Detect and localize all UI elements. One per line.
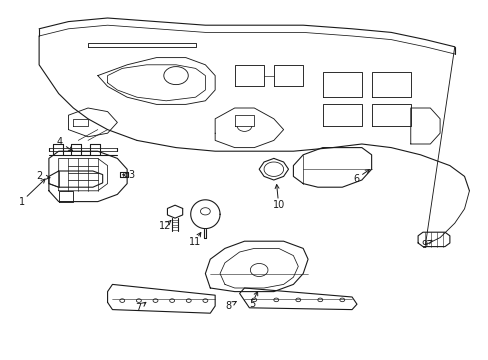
Text: 7: 7 [135,303,141,313]
Text: 4: 4 [57,137,62,147]
Text: 5: 5 [248,299,254,309]
Text: 12: 12 [158,221,171,231]
Text: 2: 2 [36,171,42,181]
Text: 6: 6 [352,174,358,184]
Text: 9: 9 [421,240,427,250]
Text: 1: 1 [19,197,24,207]
Text: 10: 10 [272,200,285,210]
Text: 8: 8 [225,301,231,311]
Text: 3: 3 [128,170,134,180]
Text: 11: 11 [188,237,201,247]
